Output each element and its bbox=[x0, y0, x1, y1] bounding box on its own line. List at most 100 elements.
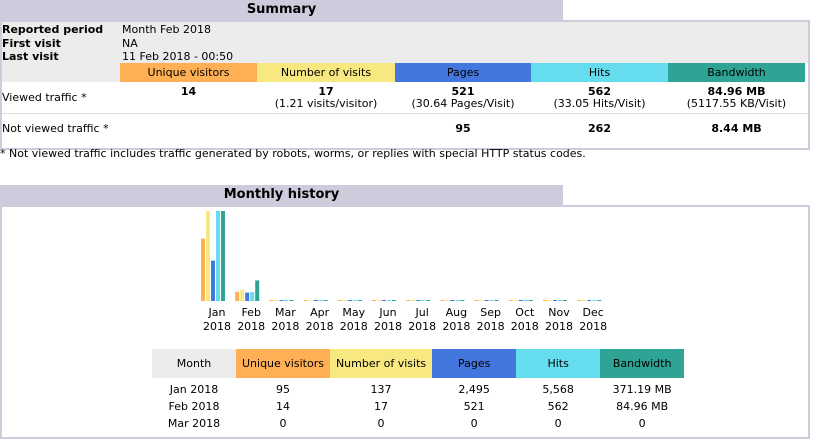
cell: Jan 2018 bbox=[169, 383, 219, 396]
info-label: Last visit bbox=[2, 50, 59, 63]
col-header: Pages bbox=[395, 63, 531, 82]
history-title: Monthly history bbox=[0, 185, 563, 205]
cell: 95 bbox=[275, 383, 290, 396]
cell: 8.44 MB bbox=[711, 122, 762, 135]
data-row: Feb 2018 14 17 521 562 84.96 MB bbox=[152, 398, 684, 415]
bar bbox=[342, 300, 347, 301]
history-chart: Jan2018Feb2018Mar2018Apr2018May2018Jun20… bbox=[201, 211, 607, 333]
month-label: Jan bbox=[208, 306, 226, 319]
cell: Feb 2018 bbox=[168, 400, 220, 413]
year-label: 2018 bbox=[203, 320, 231, 333]
cell-note: (5117.55 KB/Visit) bbox=[686, 97, 787, 110]
cell: 2,495 bbox=[458, 383, 490, 396]
info-value: NA bbox=[122, 37, 138, 50]
col-header: Pages bbox=[432, 349, 517, 378]
cell: 0 bbox=[470, 417, 478, 430]
bar bbox=[211, 260, 215, 301]
cell: 562 bbox=[547, 400, 569, 413]
year-label: 2018 bbox=[545, 320, 573, 333]
bar bbox=[313, 300, 318, 301]
year-label: 2018 bbox=[579, 320, 607, 333]
year-label: 2018 bbox=[237, 320, 265, 333]
bar bbox=[426, 300, 431, 301]
bar bbox=[216, 211, 220, 301]
month-label: Oct bbox=[515, 306, 535, 319]
bar bbox=[543, 300, 547, 301]
bar bbox=[382, 300, 386, 301]
year-label: 2018 bbox=[442, 320, 470, 333]
bar bbox=[372, 300, 376, 301]
month-label: Mar bbox=[275, 306, 296, 319]
data-row: Mar 2018 0 0 0 0 0 bbox=[152, 415, 684, 432]
cell: 521 bbox=[451, 85, 475, 98]
bar bbox=[387, 300, 391, 301]
history-table-wrap: Month Unique visitors Number of visits Page… bbox=[152, 349, 685, 432]
bar bbox=[318, 300, 323, 301]
footnote: * Not viewed traffic includes traffic ge… bbox=[0, 147, 586, 160]
bar bbox=[587, 300, 592, 301]
cell: 562 bbox=[588, 85, 611, 98]
summary-info-bg bbox=[2, 22, 808, 63]
bar bbox=[406, 300, 411, 301]
year-label: 2018 bbox=[477, 320, 505, 333]
cell: 84.96 MB bbox=[616, 400, 669, 413]
year-label: 2018 bbox=[306, 320, 334, 333]
col-header: Unique visitors bbox=[120, 63, 257, 82]
bar bbox=[508, 300, 513, 301]
bar bbox=[289, 300, 294, 301]
bar bbox=[392, 300, 396, 301]
bar bbox=[528, 300, 533, 301]
bar bbox=[279, 300, 284, 301]
bar bbox=[548, 300, 552, 301]
bar bbox=[206, 211, 210, 301]
month-label: Aug bbox=[446, 306, 467, 319]
cell: 0 bbox=[377, 417, 385, 430]
col-header: Hits bbox=[531, 63, 668, 82]
col-header: Month bbox=[152, 349, 236, 378]
data-row: Jan 2018 95 137 2,495 5,568 371.19 MB bbox=[152, 378, 684, 398]
row-label: Viewed traffic * bbox=[2, 91, 87, 104]
bar bbox=[479, 300, 484, 301]
col-header: Number of visits bbox=[257, 63, 395, 82]
bar bbox=[553, 300, 557, 301]
row-label: Not viewed traffic * bbox=[2, 122, 109, 135]
month-label: Sep bbox=[480, 306, 501, 319]
cell: 95 bbox=[455, 122, 471, 135]
col-header: Bandwidth bbox=[668, 63, 805, 82]
cell: 14 bbox=[180, 85, 197, 98]
row-divider bbox=[2, 113, 808, 114]
bar bbox=[455, 300, 460, 301]
cell-note: (1.21 visits/visitor) bbox=[274, 97, 378, 110]
cell: 17 bbox=[374, 400, 389, 413]
summary-box bbox=[0, 20, 810, 150]
month-label: Dec bbox=[583, 306, 604, 319]
bar bbox=[308, 300, 313, 301]
month-label: May bbox=[342, 306, 365, 319]
cell: 0 bbox=[279, 417, 287, 430]
bar bbox=[577, 300, 582, 301]
bar bbox=[221, 211, 225, 301]
cell: 14 bbox=[275, 400, 290, 413]
bar bbox=[523, 300, 528, 301]
col-header: Unique visitors bbox=[236, 349, 330, 378]
cell: 0 bbox=[554, 417, 562, 430]
bar bbox=[563, 300, 567, 301]
bar bbox=[235, 291, 240, 301]
year-label: 2018 bbox=[511, 320, 539, 333]
bar bbox=[592, 300, 597, 301]
cell: 17 bbox=[318, 85, 334, 98]
info-value: Month Feb 2018 bbox=[122, 23, 211, 36]
bar bbox=[352, 300, 357, 301]
bar bbox=[494, 300, 499, 301]
cell: 5,568 bbox=[542, 383, 574, 396]
bar bbox=[416, 300, 421, 301]
month-label: Feb bbox=[241, 306, 260, 319]
month-label: Apr bbox=[310, 306, 330, 319]
year-label: 2018 bbox=[340, 320, 368, 333]
cell: 262 bbox=[588, 122, 611, 135]
col-header: Bandwidth bbox=[600, 349, 685, 378]
bar bbox=[582, 300, 587, 301]
bar bbox=[489, 300, 494, 301]
